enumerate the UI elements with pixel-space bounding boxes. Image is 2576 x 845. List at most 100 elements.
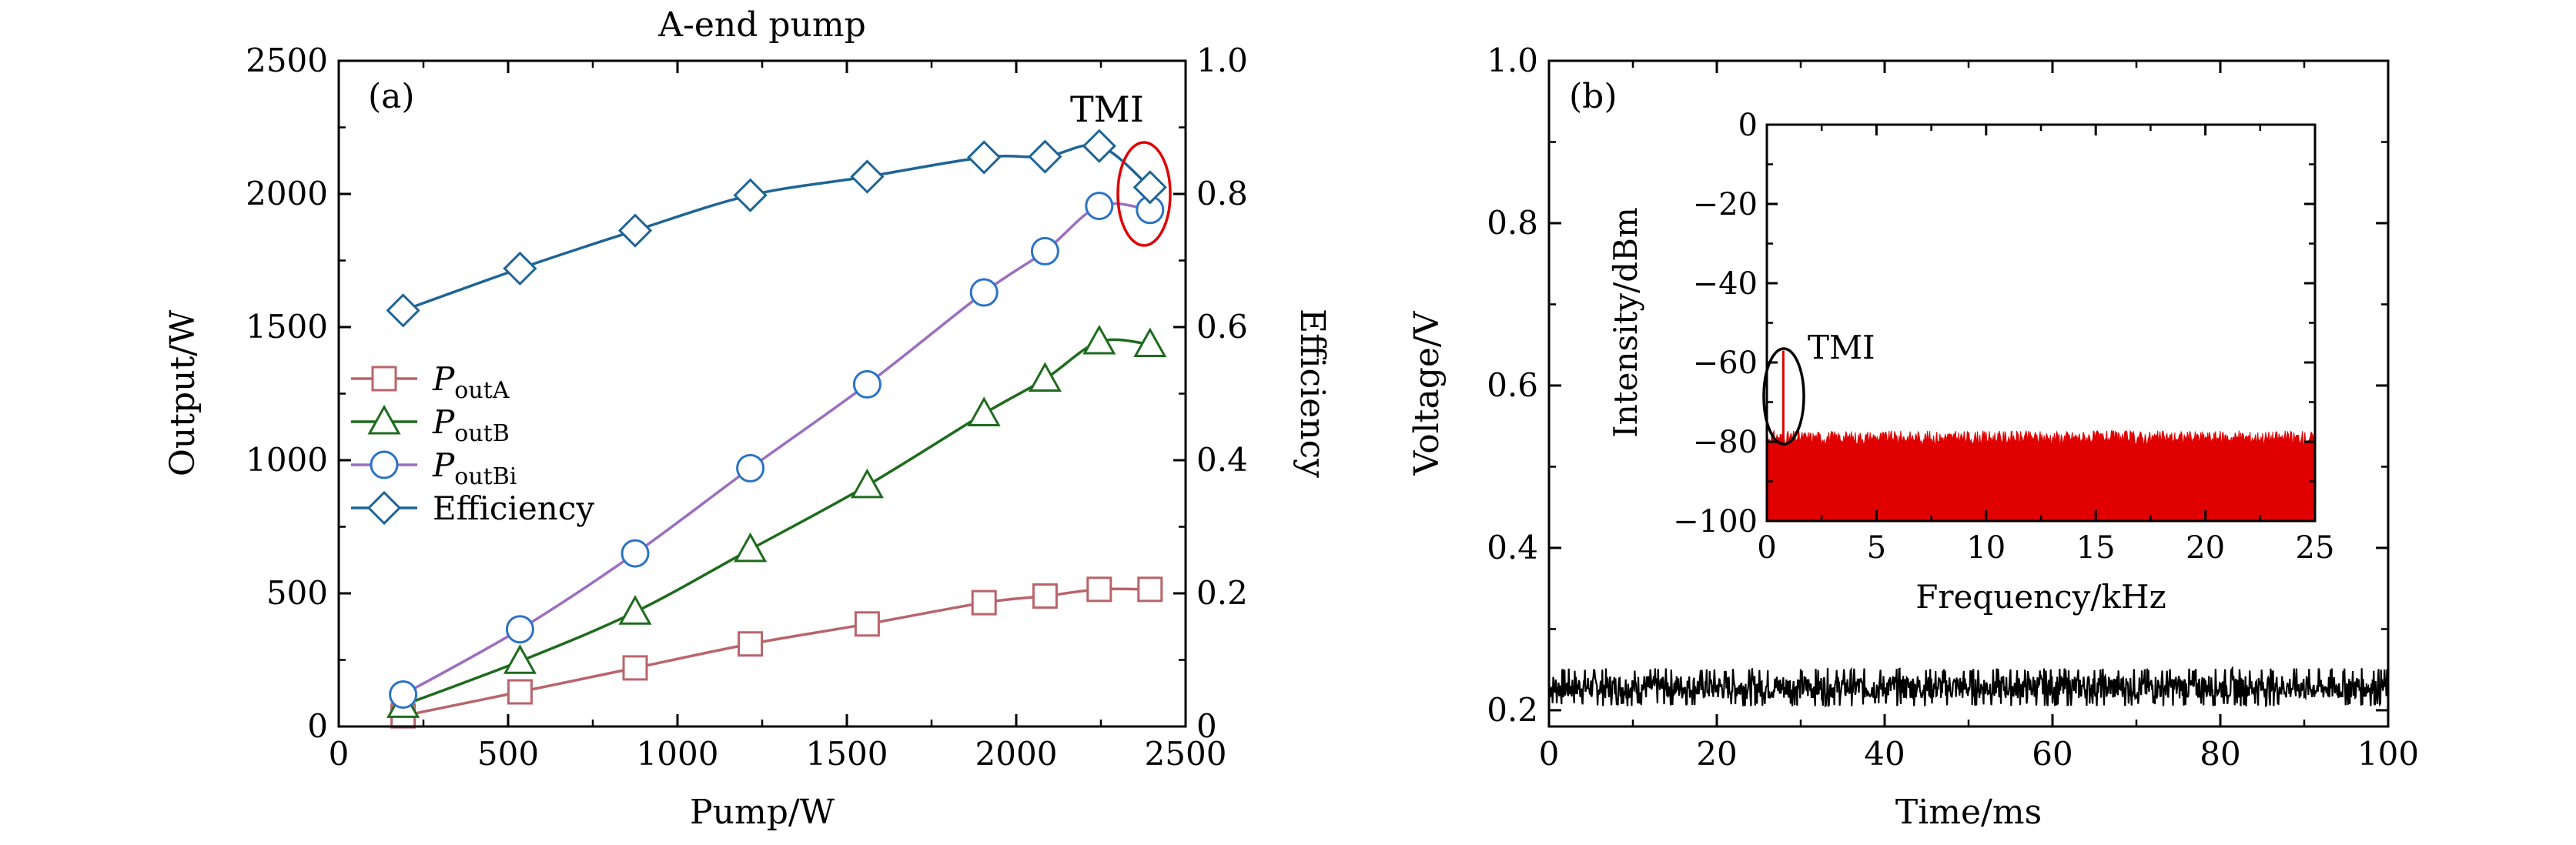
legend-label-efficiency: Efficiency [433,489,594,527]
series-line-poutA [403,587,1150,717]
x-tick-label: 100 [2357,735,2419,773]
chart-a-ticks: 0 500 1000 1500 2000 250005001000150020002500… [246,42,1248,773]
y-tick-label: 1.0 [1487,42,1538,79]
chart-b-signal [1547,665,2390,708]
y-tick-label: 1000 [246,441,328,479]
tmi-label-a: TMI [1070,89,1144,130]
data-point-poutA [1137,576,1163,603]
x-tick-label: 2500 [1145,735,1227,773]
chart-a-title: A-end pump [657,5,866,45]
inset-spectrum [1766,350,2316,522]
legend-marker-poutA [371,366,397,392]
voltage-trace [1547,665,2390,708]
chart-b-ticks: 0 20 40 60 80 1000.20.40.60.81.0 [1487,42,2419,773]
inset-y-tick-label: −40 [1693,266,1758,302]
data-point-poutBi [1030,236,1059,266]
chart-b-ylabel: Voltage/V [1407,310,1447,476]
legend-label-sub: outA [454,377,509,404]
inset-y-tick-label: 0 [1738,108,1758,143]
legend-label-poutA: PoutA [432,360,510,404]
data-point-poutB [1028,362,1062,392]
data-point-efficiency [850,159,885,194]
data-point-efficiency [617,213,653,248]
data-point-poutA [1032,583,1058,609]
inset-ylabel: Intensity/dBm [1607,207,1644,438]
legend-label-poutB: PoutB [432,403,510,447]
inset-chart: 0 5 10 15 20 25 0 −20 −40 −60 −80 −100 Frequency/kH… [1607,108,2334,616]
data-point-poutBi [1085,192,1114,221]
inset-ticks: 0 5 10 15 20 25 0 −20 −40 −60 −80 −100 [1673,108,2334,566]
y-tick-label: 500 [266,574,328,612]
legend-label-sub: outBi [454,463,517,490]
chart-a-y2label: Efficiency [1293,309,1332,478]
panel-a-label: (a) [368,77,415,116]
y2-tick-label: 0.2 [1196,574,1248,612]
x-tick-label: 500 [477,735,539,773]
inset-x-tick-label: 0 [1757,530,1776,566]
y2-tick-label: 0.8 [1196,175,1248,212]
y-tick-label: 0.6 [1487,366,1538,404]
inset-y-tick-label: −60 [1693,346,1758,381]
legend-label-main: P [432,446,455,484]
data-point-poutA [507,679,533,705]
data-point-poutBi [621,539,650,568]
y-tick-label: 0.8 [1487,204,1538,242]
inset-y-tick-label: −20 [1693,187,1758,222]
x-tick-label: 40 [1864,735,1905,773]
series-line-efficiency [403,143,1151,312]
x-tick-label: 80 [2200,735,2240,773]
y-tick-label: 2000 [246,175,328,212]
tmi-ellipse-b [1762,347,1805,446]
chart-b-xlabel: Time/ms [1895,793,2042,832]
data-point-poutB [1082,324,1116,355]
data-point-poutB [850,468,884,499]
data-point-poutA [1086,576,1112,603]
series-line-poutB [402,338,1150,706]
legend-label-main: P [432,360,455,398]
inset-x-tick-label: 5 [1867,530,1886,566]
inset-x-tick-label: 15 [2076,530,2116,566]
y2-tick-label: 0 [1196,707,1217,745]
inset-xlabel: Frequency/kHz [1915,578,2166,616]
data-point-poutB [1133,327,1167,357]
chart-a-ylabel: Output/W [163,309,202,476]
legend-label-main: P [432,403,455,441]
data-point-poutA [971,589,997,616]
data-point-poutB [967,396,1001,426]
legend-label-sub: outB [454,420,509,447]
legend-marker-poutBi [370,450,399,479]
spectrum-area [1766,429,2316,522]
data-point-poutBi [736,453,765,483]
data-point-efficiency [967,140,1002,175]
data-point-poutA [622,655,648,681]
panel-a: A-end pump 0 500 1000 1500 2000 2500050010001… [163,5,1332,832]
tmi-label-b: TMI [1808,329,1875,366]
chart-a-series-layer [386,129,1167,729]
y-tick-label: 0.2 [1487,691,1538,729]
data-point-efficiency [1028,139,1062,174]
data-point-poutBi [969,278,999,307]
series-line-poutBi [402,202,1151,696]
y2-tick-label: 0.6 [1196,308,1248,346]
inset-y-tick-label: −100 [1673,504,1758,539]
data-point-efficiency [733,178,768,212]
data-point-poutBi [852,369,882,399]
legend-marker-poutB [367,404,401,435]
data-point-poutB [503,644,537,674]
x-tick-label: 0 [329,735,350,773]
x-tick-label: 2000 [975,735,1058,773]
tmi-ellipse-a [1116,141,1172,247]
x-tick-label: 60 [2032,735,2073,773]
data-point-efficiency [1082,129,1116,163]
inset-y-tick-label: −80 [1693,425,1758,460]
y-tick-label: 0 [307,707,328,745]
y2-tick-label: 0.4 [1196,441,1248,479]
x-tick-label: 1000 [637,735,719,773]
legend-label-poutBi: PoutBi [432,446,517,490]
data-point-poutB [618,595,652,625]
data-point-poutA [738,631,764,657]
inset-x-tick-label: 10 [1966,530,2006,566]
data-point-poutA [854,611,880,637]
